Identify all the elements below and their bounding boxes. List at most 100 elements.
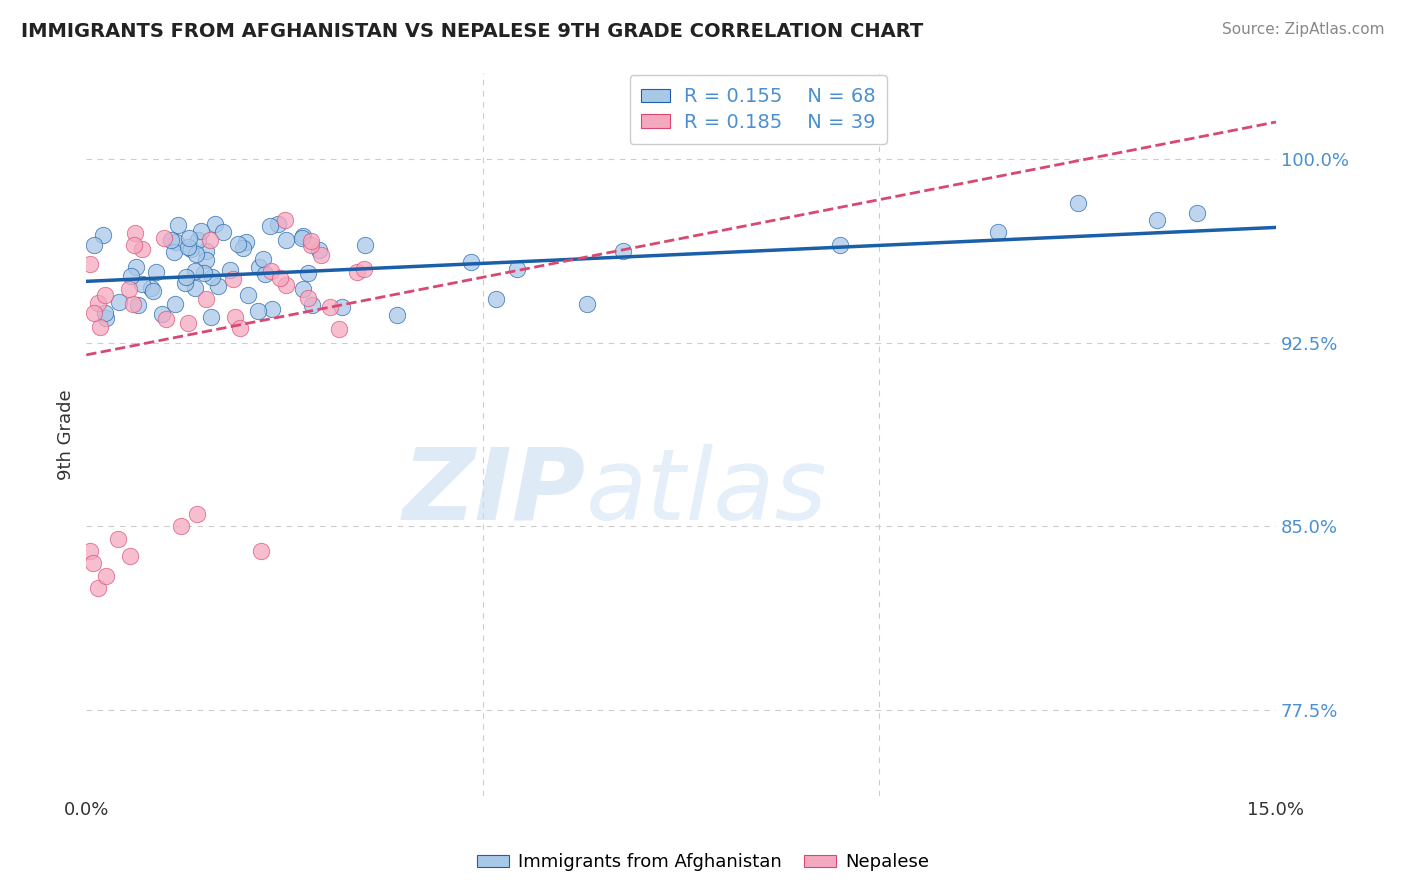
Point	[353, 262, 375, 277]
Point	[259, 219, 281, 233]
Legend: Immigrants from Afghanistan, Nepalese: Immigrants from Afghanistan, Nepalese	[470, 847, 936, 879]
Point	[180, 242, 202, 256]
Point	[226, 236, 249, 251]
Point	[150, 307, 173, 321]
Point	[204, 218, 226, 232]
Point	[194, 293, 217, 307]
Point	[1146, 213, 1168, 227]
Text: atlas: atlas	[586, 444, 828, 541]
Point	[167, 219, 190, 233]
Point	[299, 237, 322, 252]
Point	[319, 300, 342, 314]
Point	[94, 310, 117, 325]
Point	[120, 269, 142, 284]
Point	[297, 291, 319, 305]
Point	[155, 311, 177, 326]
Point	[177, 230, 200, 244]
Point	[200, 270, 222, 285]
Point	[83, 238, 105, 252]
Point	[94, 568, 117, 582]
Point	[354, 237, 377, 252]
Point	[93, 227, 115, 242]
Point	[186, 508, 208, 522]
Point	[460, 254, 482, 268]
Point	[176, 317, 198, 331]
Point	[291, 231, 314, 245]
Point	[328, 322, 350, 336]
Point	[222, 272, 245, 286]
Point	[291, 282, 314, 296]
Point	[122, 297, 145, 311]
Point	[174, 269, 197, 284]
Point	[131, 242, 153, 256]
Point	[145, 265, 167, 279]
Point	[124, 238, 146, 252]
Point	[249, 544, 271, 558]
Point	[297, 266, 319, 280]
Point	[576, 296, 599, 310]
Point	[224, 310, 246, 325]
Text: Source: ZipAtlas.com: Source: ZipAtlas.com	[1222, 22, 1385, 37]
Point	[228, 321, 250, 335]
Point	[83, 305, 105, 319]
Point	[252, 252, 274, 267]
Point	[301, 298, 323, 312]
Point	[1066, 195, 1088, 210]
Point	[235, 235, 257, 249]
Point	[184, 264, 207, 278]
Point	[79, 544, 101, 558]
Point	[94, 306, 117, 320]
Point	[218, 263, 240, 277]
Point	[262, 302, 284, 317]
Point	[254, 267, 277, 281]
Point	[247, 260, 270, 274]
Point	[246, 304, 269, 318]
Point	[160, 233, 183, 247]
Point	[127, 298, 149, 312]
Point	[152, 231, 174, 245]
Point	[86, 296, 108, 310]
Point	[195, 244, 218, 259]
Point	[506, 261, 529, 276]
Point	[273, 213, 295, 227]
Point	[125, 260, 148, 274]
Point	[212, 225, 235, 239]
Point	[195, 252, 218, 267]
Point	[291, 228, 314, 243]
Point	[828, 237, 851, 252]
Point	[387, 308, 409, 322]
Point	[108, 294, 131, 309]
Point	[198, 233, 221, 247]
Point	[142, 284, 165, 298]
Point	[200, 310, 222, 325]
Point	[118, 282, 141, 296]
Point	[987, 225, 1010, 239]
Point	[141, 281, 163, 295]
Point	[89, 320, 111, 334]
Point	[177, 240, 200, 254]
Point	[94, 288, 117, 302]
Text: IMMIGRANTS FROM AFGHANISTAN VS NEPALESE 9TH GRADE CORRELATION CHART: IMMIGRANTS FROM AFGHANISTAN VS NEPALESE …	[21, 22, 924, 41]
Point	[1185, 205, 1208, 219]
Point	[232, 241, 254, 255]
Point	[346, 265, 368, 279]
Point	[165, 296, 187, 310]
Point	[193, 266, 215, 280]
Point	[124, 226, 146, 240]
Point	[612, 244, 634, 258]
Y-axis label: 9th Grade: 9th Grade	[58, 389, 75, 480]
Text: ZIP: ZIP	[404, 444, 586, 541]
Point	[174, 276, 197, 290]
Point	[309, 248, 332, 262]
Point	[260, 263, 283, 277]
Point	[163, 244, 186, 259]
Point	[184, 281, 207, 295]
Point	[207, 279, 229, 293]
Point	[269, 271, 291, 285]
Point	[107, 532, 129, 546]
Point	[308, 243, 330, 257]
Point	[79, 257, 101, 271]
Point	[274, 233, 297, 247]
Point	[118, 549, 141, 563]
Point	[187, 233, 209, 247]
